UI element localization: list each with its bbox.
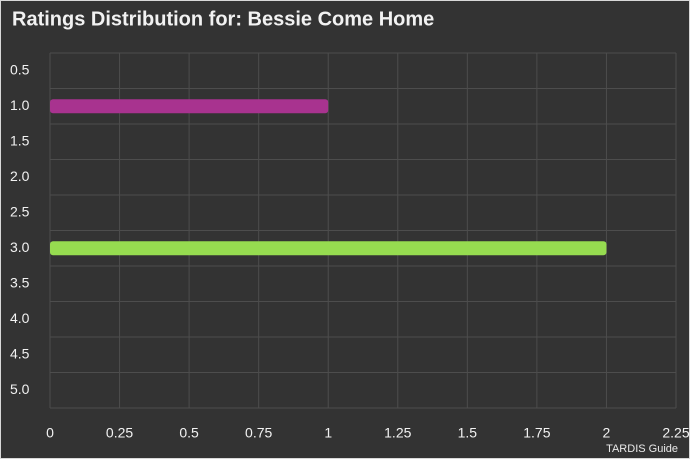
bar — [50, 99, 329, 114]
chart-title: Ratings Distribution for: Bessie Come Ho… — [12, 8, 434, 30]
y-tick-label: 0.5 — [10, 61, 30, 77]
y-tick-label: 1.0 — [10, 97, 30, 113]
y-tick-label: 2.0 — [10, 168, 30, 184]
x-tick-label: 0.5 — [179, 425, 199, 441]
x-tick-label: 1 — [324, 425, 332, 441]
y-tick-label: 5.0 — [10, 381, 30, 397]
credit: TARDIS Guide — [606, 443, 678, 455]
x-tick-label: 1.5 — [458, 425, 478, 441]
x-tick-label: 2.25 — [662, 425, 689, 441]
x-tick-label: 0.25 — [106, 425, 133, 441]
x-tick-label: 0 — [46, 425, 54, 441]
bar — [50, 241, 607, 256]
y-tick-label: 4.5 — [10, 345, 30, 361]
x-tick-label: 2 — [603, 425, 611, 441]
y-tick-label: 4.0 — [10, 310, 30, 326]
x-tick-label: 1.25 — [384, 425, 411, 441]
y-tick-label: 2.5 — [10, 203, 30, 219]
y-tick-label: 3.0 — [10, 239, 30, 255]
y-tick-label: 3.5 — [10, 274, 30, 290]
x-tick-label: 1.75 — [523, 425, 550, 441]
x-tick-label: 0.75 — [245, 425, 272, 441]
y-tick-label: 1.5 — [10, 132, 30, 148]
